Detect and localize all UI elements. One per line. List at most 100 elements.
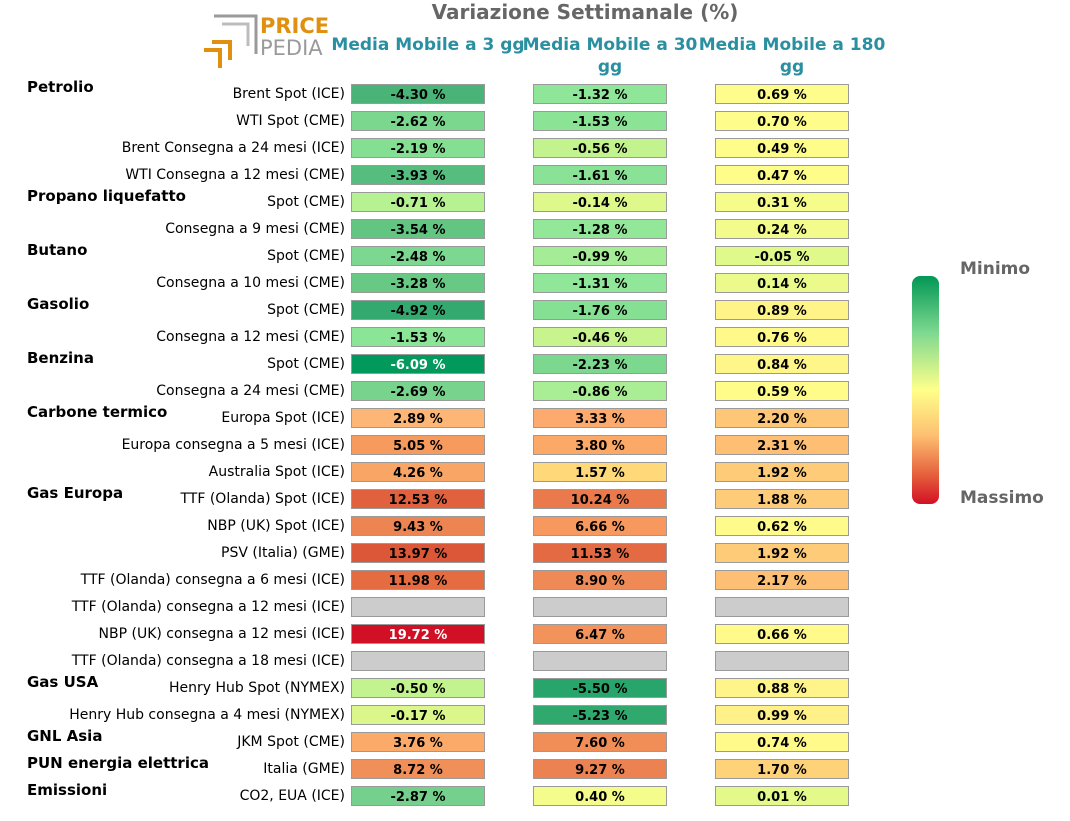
cell-30gg: -5.50 % [533,678,667,698]
row-label: WTI Spot (CME) [236,113,345,129]
row-label: TTF (Olanda) consegna a 18 mesi (ICE) [71,653,345,669]
logo-mark-icon [204,14,258,68]
cell-3gg: -4.92 % [351,300,485,320]
color-scale-bar [912,276,939,504]
group-label: Carbone termico [27,403,168,421]
cell-180gg: 0.74 % [715,732,849,752]
row-label: Spot (CME) [267,356,345,372]
row-label: Italia (GME) [263,761,345,777]
row-label: JKM Spot (CME) [237,734,345,750]
cell-180gg: 0.59 % [715,381,849,401]
row-label: Consegna a 10 mesi (CME) [156,275,345,291]
cell-30gg: -2.23 % [533,354,667,374]
cell-3gg: -0.17 % [351,705,485,725]
row-label: WTI Consegna a 12 mesi (CME) [125,167,345,183]
pricepedia-logo: PRICE PEDIA [200,12,330,72]
cell-3gg: -2.87 % [351,786,485,806]
cell-180gg: 0.14 % [715,273,849,293]
cell-30gg [533,597,667,617]
cell-180gg: 2.20 % [715,408,849,428]
cell-30gg: -1.53 % [533,111,667,131]
row-label: Consegna a 12 mesi (CME) [156,329,345,345]
row-label: Europa consegna a 5 mesi (ICE) [121,437,345,453]
group-label: Propano liquefatto [27,187,186,205]
legend-max-label: Massimo [960,488,1044,508]
cell-180gg: 0.62 % [715,516,849,536]
row-label: Spot (CME) [267,194,345,210]
cell-30gg: 11.53 % [533,543,667,563]
cell-3gg: -1.53 % [351,327,485,347]
legend-min-label: Minimo [960,259,1031,279]
cell-3gg: 5.05 % [351,435,485,455]
cell-30gg: 1.57 % [533,462,667,482]
cell-180gg: 0.31 % [715,192,849,212]
row-label: NBP (UK) consegna a 12 mesi (ICE) [98,626,345,642]
cell-3gg: -3.93 % [351,165,485,185]
cell-180gg: 1.88 % [715,489,849,509]
cell-30gg: -0.99 % [533,246,667,266]
row-label: Spot (CME) [267,302,345,318]
cell-180gg: 0.99 % [715,705,849,725]
cell-3gg: -2.48 % [351,246,485,266]
group-label: Gasolio [27,295,90,313]
cell-180gg: 1.70 % [715,759,849,779]
group-label: Gas USA [27,673,99,691]
cell-30gg: 3.33 % [533,408,667,428]
group-label: Butano [27,241,88,259]
row-label: Consegna a 24 mesi (CME) [156,383,345,399]
cell-180gg [715,597,849,617]
cell-180gg: 0.01 % [715,786,849,806]
cell-180gg: 2.31 % [715,435,849,455]
cell-3gg: 11.98 % [351,570,485,590]
cell-3gg: -2.62 % [351,111,485,131]
cell-180gg: 2.17 % [715,570,849,590]
group-label: Emissioni [27,781,108,799]
row-label: Brent Spot (ICE) [232,86,345,102]
row-label: Spot (CME) [267,248,345,264]
cell-3gg [351,597,485,617]
cell-30gg: -0.14 % [533,192,667,212]
cell-180gg: 0.49 % [715,138,849,158]
cell-3gg: 4.26 % [351,462,485,482]
cell-3gg: -2.19 % [351,138,485,158]
cell-30gg: -1.31 % [533,273,667,293]
cell-180gg: -0.05 % [715,246,849,266]
cell-30gg: 0.40 % [533,786,667,806]
group-label: Petrolio [27,78,94,96]
cell-180gg: 0.84 % [715,354,849,374]
cell-180gg: 1.92 % [715,543,849,563]
group-label: Gas Europa [27,484,124,502]
row-label: Brent Consegna a 24 mesi (ICE) [121,140,345,156]
cell-3gg: 3.76 % [351,732,485,752]
cell-180gg: 0.76 % [715,327,849,347]
cell-3gg: 12.53 % [351,489,485,509]
row-label: Europa Spot (ICE) [221,410,345,426]
logo-price-text: PRICE [260,14,330,38]
cell-30gg: 9.27 % [533,759,667,779]
cell-180gg: 0.66 % [715,624,849,644]
cell-3gg: 9.43 % [351,516,485,536]
cell-3gg: 2.89 % [351,408,485,428]
cell-3gg: 19.72 % [351,624,485,644]
chart-title: Variazione Settimanale (%) [431,0,739,24]
cell-180gg: 0.69 % [715,84,849,104]
cell-3gg: 13.97 % [351,543,485,563]
row-label: Henry Hub consegna a 4 mesi (NYMEX) [69,707,345,723]
cell-30gg: -5.23 % [533,705,667,725]
cell-30gg: 10.24 % [533,489,667,509]
cell-30gg: -1.61 % [533,165,667,185]
cell-30gg [533,651,667,671]
cell-30gg: -0.46 % [533,327,667,347]
cell-180gg [715,651,849,671]
cell-30gg: -0.56 % [533,138,667,158]
row-label: Consegna a 9 mesi (CME) [165,221,345,237]
group-label: GNL Asia [27,727,103,745]
cell-180gg: 0.47 % [715,165,849,185]
row-label: TTF (Olanda) Spot (ICE) [180,491,345,507]
cell-30gg: 7.60 % [533,732,667,752]
cell-3gg: -3.28 % [351,273,485,293]
row-label: TTF (Olanda) consegna a 6 mesi (ICE) [80,572,345,588]
row-label: TTF (Olanda) consegna a 12 mesi (ICE) [71,599,345,615]
cell-3gg: 8.72 % [351,759,485,779]
column-header-30gg: Media Mobile a 30 gg [522,35,698,77]
